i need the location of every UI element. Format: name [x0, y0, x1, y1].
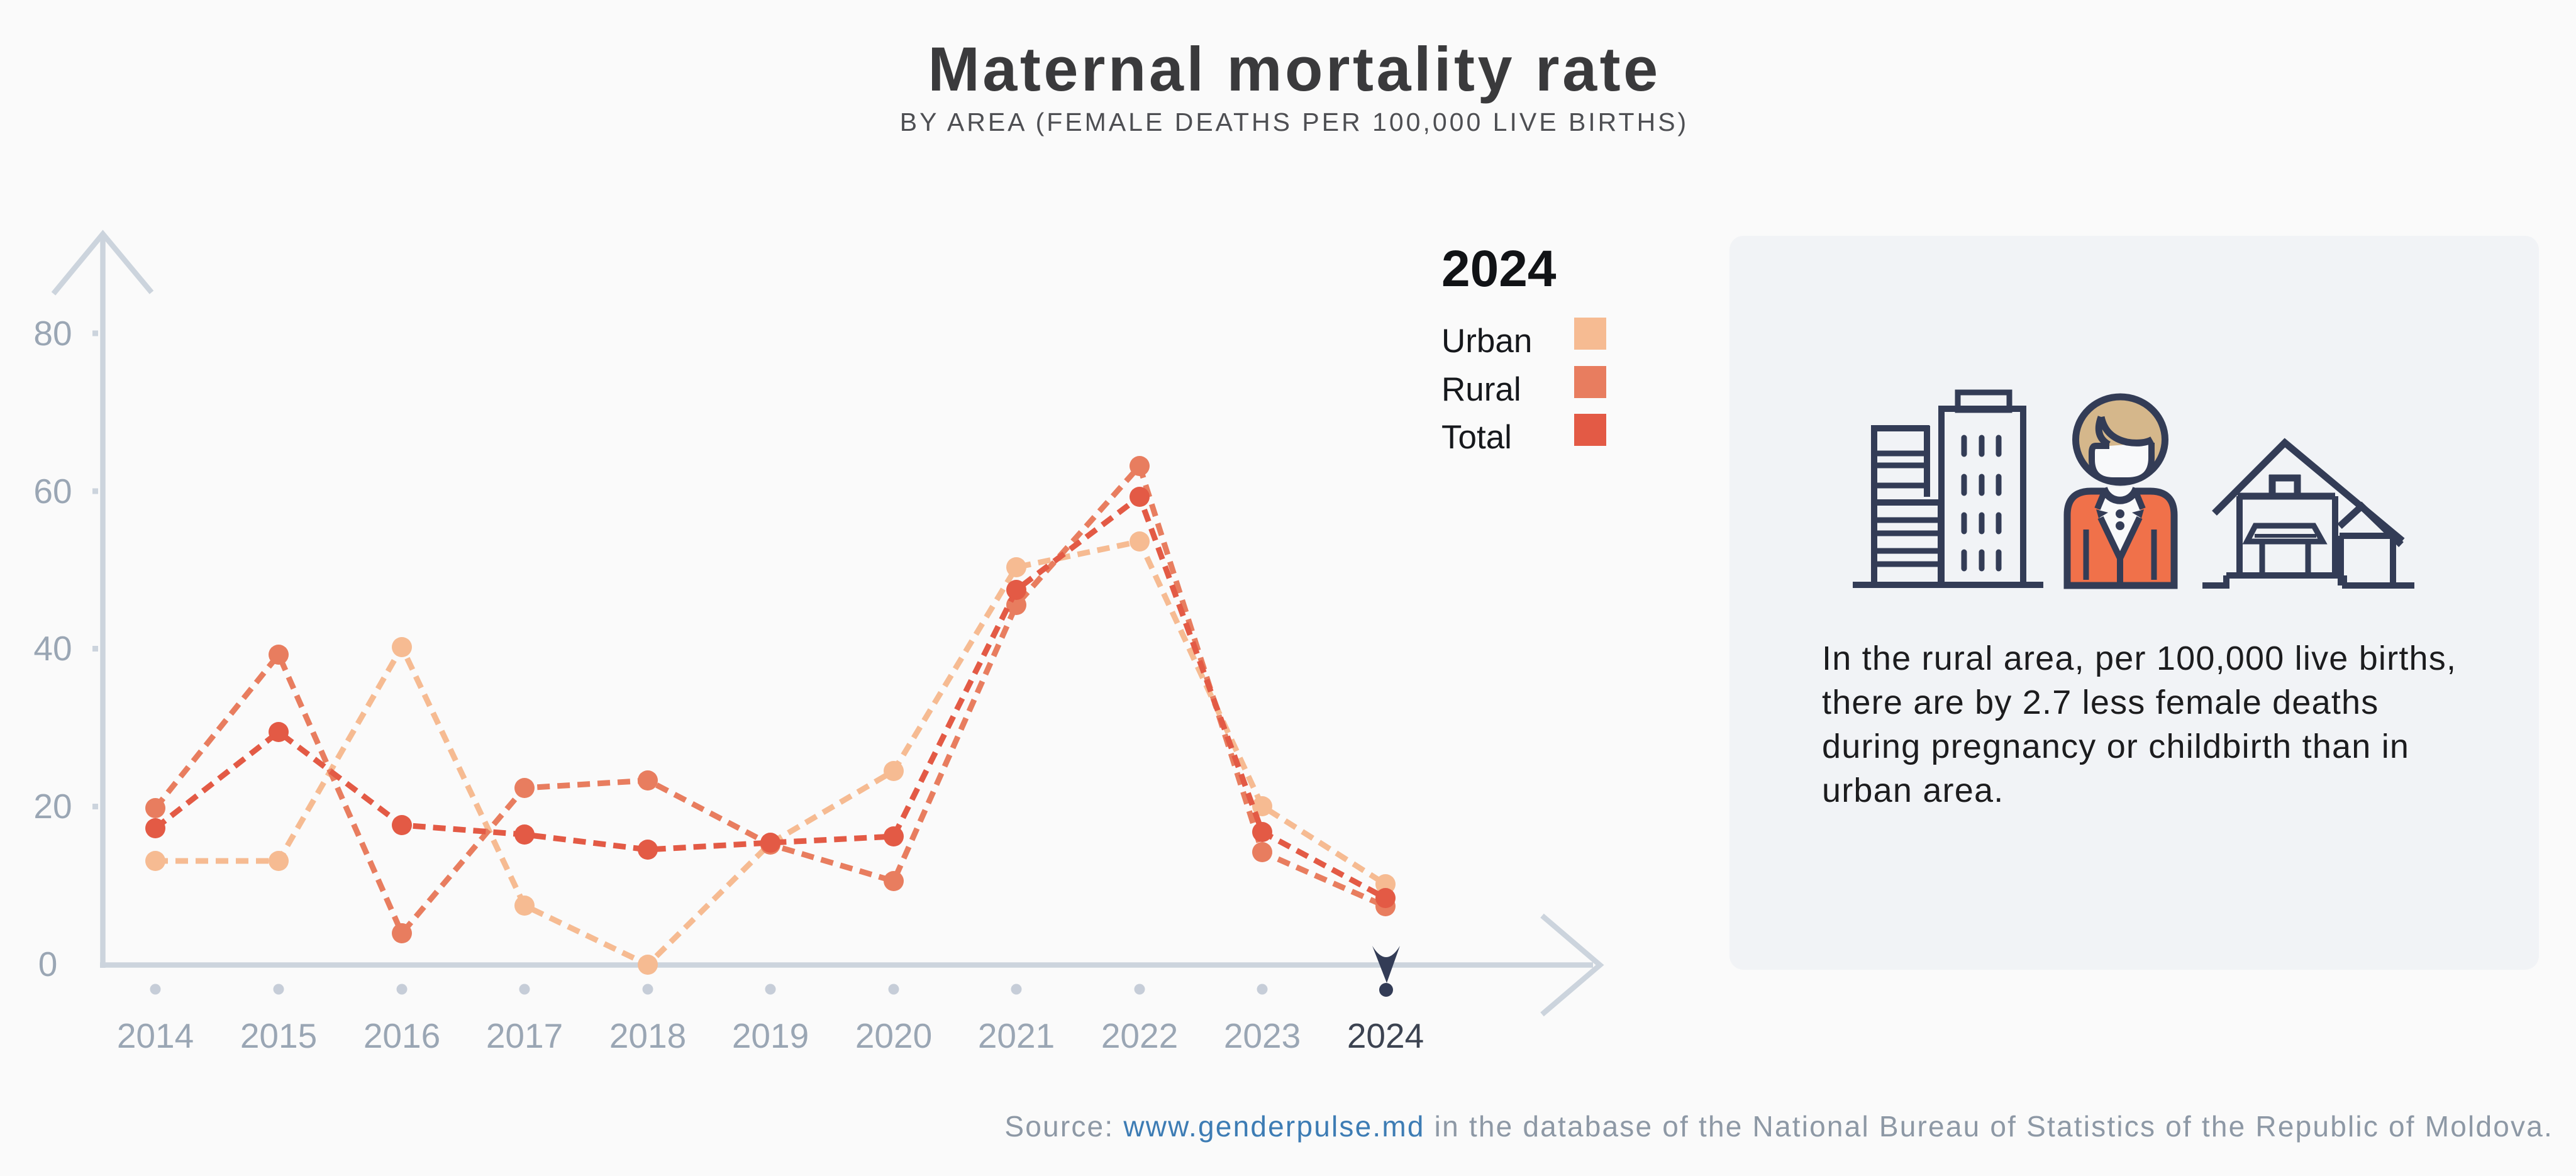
svg-text:Urban: Urban: [1441, 323, 1532, 360]
svg-text:20: 20: [33, 787, 72, 826]
svg-text:2019: 2019: [732, 1016, 809, 1055]
svg-text:2021: 2021: [978, 1016, 1055, 1055]
svg-text:2023: 2023: [1224, 1016, 1301, 1055]
svg-text:2022: 2022: [1101, 1016, 1178, 1055]
svg-text:Total: Total: [1441, 419, 1512, 456]
svg-text:2018: 2018: [609, 1016, 686, 1055]
svg-text:60: 60: [33, 472, 72, 511]
svg-text:40: 40: [33, 629, 72, 668]
svg-text:80: 80: [33, 314, 72, 353]
svg-text:2020: 2020: [855, 1016, 932, 1055]
svg-text:2024: 2024: [1441, 240, 1557, 297]
svg-text:0: 0: [38, 945, 58, 984]
svg-text:2024: 2024: [1347, 1016, 1424, 1055]
svg-text:Rural: Rural: [1441, 371, 1521, 408]
svg-text:2014: 2014: [117, 1016, 194, 1055]
svg-text:2016: 2016: [364, 1016, 440, 1055]
svg-text:2017: 2017: [486, 1016, 563, 1055]
svg-text:2015: 2015: [240, 1016, 317, 1055]
